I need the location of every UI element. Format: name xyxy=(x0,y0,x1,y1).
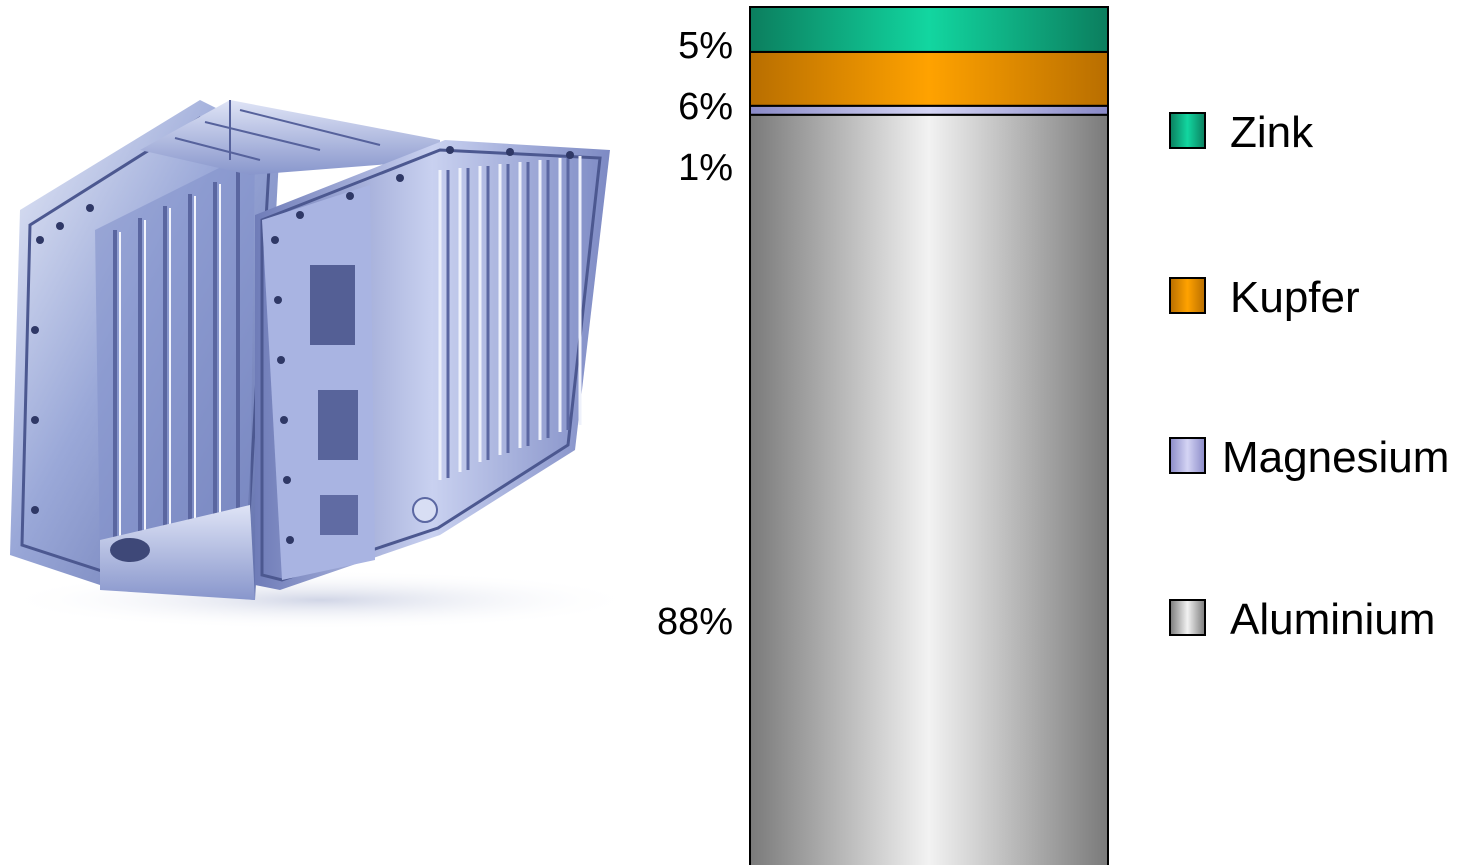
legend-swatch-kupfer xyxy=(1169,277,1206,314)
data-label-magnesium: 1% xyxy=(678,147,733,189)
stacked-bar xyxy=(749,6,1109,865)
aluminium-housing-photo-icon xyxy=(0,100,640,630)
legend-swatch-magnesium xyxy=(1169,437,1206,474)
legend-label-magnesium: Magnesium xyxy=(1222,433,1449,482)
bar-segment-zink xyxy=(749,6,1109,53)
data-label-zink: 5% xyxy=(678,25,733,67)
legend: Zink Kupfer Magnesium Aluminium xyxy=(1169,108,1449,644)
legend-label-kupfer: Kupfer xyxy=(1230,273,1360,322)
bar-segment-magnesium xyxy=(749,104,1109,116)
data-label-kupfer: 6% xyxy=(678,86,733,128)
legend-swatch-zink xyxy=(1169,112,1206,149)
data-labels: 88% 1% 6% 5% xyxy=(657,25,733,643)
bar-segment-kupfer xyxy=(749,50,1109,107)
legend-label-zink: Zink xyxy=(1230,108,1314,157)
data-label-aluminium: 88% xyxy=(657,601,733,643)
legend-label-aluminium: Aluminium xyxy=(1230,595,1435,644)
bar-segment-aluminium xyxy=(749,113,1109,865)
legend-swatch-aluminium xyxy=(1169,599,1206,636)
